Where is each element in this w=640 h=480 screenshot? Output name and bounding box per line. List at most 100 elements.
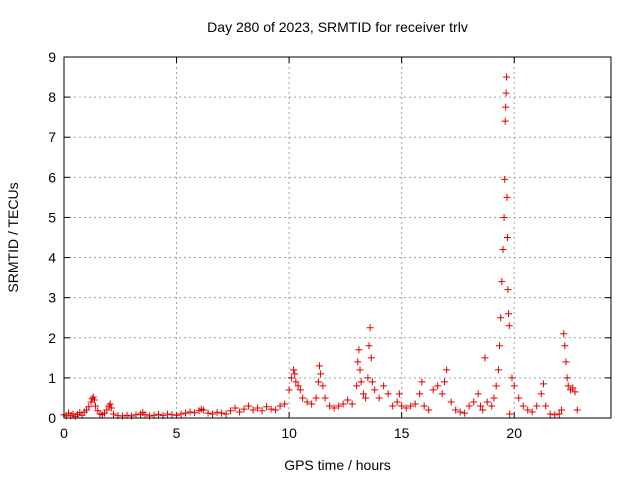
data-point [483,398,491,406]
data-point [204,409,212,417]
y-axis-label: SRMTID / TECUs [5,182,21,292]
data-point [515,394,523,402]
data-point [494,366,502,374]
x-tick-label: 20 [506,425,522,441]
data-point [368,378,376,386]
chart-title: Day 280 of 2023, SRMTID for receiver trl… [207,19,468,35]
data-point [500,213,508,221]
y-tick-label: 0 [48,410,56,426]
data-point [569,384,577,392]
data-point [452,406,460,414]
data-point [499,246,507,254]
data-point [290,366,298,374]
data-point [321,394,329,402]
data-point [461,409,469,417]
data-point [267,405,275,413]
data-point [299,394,307,402]
data-point [510,382,518,390]
data-point [380,382,388,390]
data-point [398,402,406,410]
data-point [557,406,565,414]
data-point [281,400,289,408]
data-point [222,410,230,418]
data-point [470,398,478,406]
data-point [186,408,194,416]
plot-frame [63,56,612,419]
data-point [506,410,514,418]
y-tick-label: 9 [48,49,56,65]
data-point [434,382,442,390]
y-tick-label: 8 [48,89,56,105]
data-point [314,378,322,386]
data-point [155,410,163,418]
data-point [490,394,498,402]
data-point [236,408,244,416]
data-point [132,411,140,419]
data-point [231,404,239,412]
x-tick-label: 5 [173,425,181,441]
data-point [317,370,325,378]
data-point [488,402,496,410]
data-point [182,409,190,417]
data-point [418,378,426,386]
data-point [420,402,428,410]
data-point [209,410,217,418]
data-point [498,278,506,286]
data-point [291,370,299,378]
data-point [479,406,487,414]
data-point [276,402,284,410]
grid [64,57,611,418]
data-point [191,409,199,417]
data-point [476,402,484,410]
data-point [537,390,545,398]
data-point [501,175,509,183]
data-point [240,405,248,413]
data-point [456,408,464,416]
data-point [443,366,451,374]
data-point [503,234,511,241]
data-point [416,390,424,398]
y-tick-label: 4 [48,250,56,266]
data-point [348,400,356,408]
data-point [141,411,149,419]
data-point [375,394,383,402]
data-point [571,388,579,396]
data-point [213,408,221,416]
data-point [315,362,323,370]
data-point [497,314,505,322]
x-tick-label: 10 [281,425,297,441]
data-point [502,89,510,97]
data-point [542,402,550,410]
data-point [508,374,516,382]
data-point [258,407,266,415]
data-point [245,402,253,410]
data-point [389,402,397,410]
data-point [296,386,304,394]
data-point [564,382,572,390]
data-point [285,386,293,394]
data-point [200,406,208,414]
data-point [354,358,362,366]
data-point [502,103,510,111]
data-point [519,402,527,410]
data-point [218,409,226,417]
data-point [292,378,300,386]
data-point [357,378,365,386]
data-point [560,330,568,338]
data-point [272,406,280,414]
y-tick-label: 6 [48,169,56,185]
data-point [402,404,410,412]
data-point [562,358,570,366]
data-point [573,406,581,414]
data-point [319,382,327,390]
y-tick-label: 7 [48,129,56,145]
data-point [335,402,343,410]
data-point [501,117,509,125]
data-point [465,402,473,410]
data-point [356,366,364,374]
data-point [555,410,563,418]
data-point [503,73,511,81]
data-point [474,390,482,398]
